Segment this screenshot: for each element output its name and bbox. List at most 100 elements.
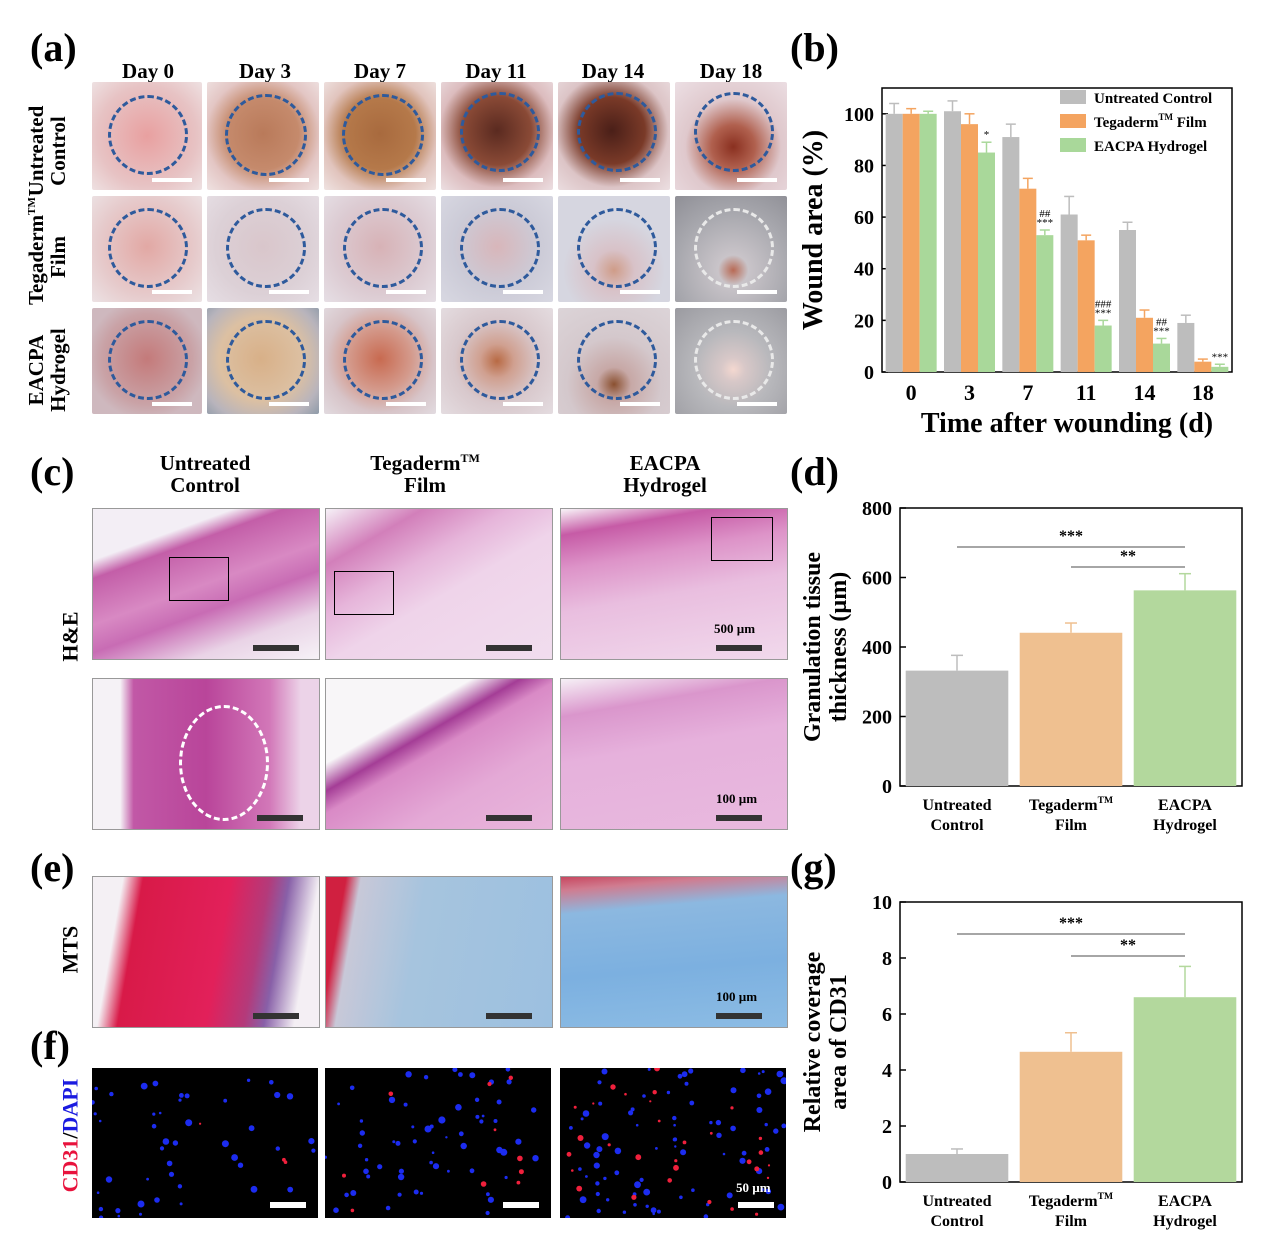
dapi-nucleus — [684, 1081, 689, 1086]
bar — [1077, 240, 1095, 372]
dapi-nucleus — [496, 1099, 502, 1105]
bar — [944, 111, 961, 372]
dapi-nucleus — [152, 1112, 156, 1116]
dapi-nucleus — [392, 1140, 396, 1144]
chart-g-cd31-coverage: 0 2 4 6 8 10 Untreated Control TegadermTM Film EAC… — [800, 892, 1243, 1230]
panel-label-e: (e) — [30, 845, 75, 890]
column-title-eacpa-hydrogel: EACPA Hydrogel — [623, 451, 707, 498]
dapi-nucleus — [672, 1115, 677, 1121]
wound-photo — [324, 308, 436, 414]
dapi-nucleus — [359, 1130, 365, 1136]
dapi-nucleus — [680, 1149, 687, 1156]
cd31-signal — [754, 1166, 760, 1172]
dapi-nucleus — [597, 1080, 602, 1085]
significance-mark: ** — [1120, 937, 1136, 954]
he-image-control-high — [92, 678, 320, 830]
dapi-nucleus — [756, 1093, 762, 1099]
column-title-tegaderm-film: TegadermTM Film — [370, 451, 480, 498]
dapi-nucleus — [185, 1119, 193, 1127]
dapi-nucleus — [601, 1133, 609, 1141]
bar — [1019, 188, 1037, 372]
dapi-nucleus — [363, 1168, 369, 1175]
dapi-nucleus — [645, 1204, 649, 1208]
cd31-signal — [654, 1068, 660, 1072]
dapi-nucleus — [726, 1192, 733, 1199]
bar — [1119, 230, 1136, 372]
fluor-image-eacpa: 50 µm — [560, 1068, 786, 1218]
dapi-nucleus — [250, 1185, 258, 1193]
significance-mark: * — [984, 129, 990, 141]
dapi-nucleus — [246, 1078, 251, 1082]
dapi-nucleus — [366, 1174, 371, 1179]
bar — [1133, 997, 1237, 1182]
dapi-nucleus — [485, 1210, 490, 1216]
y-axis-label: Wound area (%) — [798, 130, 829, 330]
bar — [1136, 317, 1153, 372]
row-label-untreated-control: Untreated Control — [2, 93, 92, 197]
dapi-nucleus — [438, 1116, 446, 1124]
dapi-nucleus — [140, 1082, 148, 1090]
dapi-nucleus — [583, 1142, 591, 1149]
row-label-eacpa-hydrogel: EACPA Hydrogel — [2, 310, 92, 414]
x-tick-label: EACPA — [1158, 1193, 1212, 1210]
dapi-nucleus — [474, 1097, 480, 1102]
dapi-nucleus — [469, 1168, 475, 1174]
x-tick-label: Control — [930, 817, 984, 834]
x-tick-label: 18 — [1192, 380, 1214, 405]
dapi-nucleus — [184, 1093, 190, 1099]
dapi-nucleus — [447, 1169, 450, 1173]
cd31-signal — [730, 1106, 734, 1110]
cd31-signal — [624, 1092, 627, 1096]
x-tick-label: 3 — [964, 380, 975, 405]
y-axis-label: Relative coverage — [800, 951, 826, 1132]
legend-label: Untreated Control — [1094, 91, 1212, 107]
cd31-signal — [657, 1119, 661, 1123]
dapi-nucleus — [595, 1191, 600, 1197]
row-label-line: Tegaderm — [23, 214, 48, 306]
wound-photo — [441, 82, 553, 190]
day-label: Day 11 — [465, 59, 527, 83]
significance-mark: *** — [1037, 217, 1054, 229]
label-separator: / — [57, 1132, 83, 1139]
significance-mark: ## — [1039, 208, 1051, 220]
dapi-nucleus — [580, 1117, 584, 1121]
dapi-nucleus — [432, 1163, 440, 1170]
x-tick-label: EACPA — [1158, 797, 1212, 814]
dapi-nucleus — [423, 1075, 429, 1080]
dapi-nucleus — [337, 1102, 340, 1106]
y-tick-label: 100 — [844, 104, 874, 126]
cd31-signal — [508, 1075, 513, 1080]
x-tick-label: Hydrogel — [1153, 1213, 1217, 1230]
wound-photo — [92, 82, 202, 190]
dapi-nucleus — [688, 1068, 694, 1074]
row-label-line: Control — [46, 116, 70, 186]
dapi-nucleus — [598, 1101, 603, 1106]
fluor-dots — [92, 1078, 316, 1218]
scale-label: 100 µm — [716, 791, 758, 806]
dapi-nucleus — [460, 1142, 467, 1150]
dapi-nucleus — [405, 1071, 412, 1078]
dapi-nucleus — [162, 1138, 170, 1145]
row-label-he: H&E — [57, 611, 83, 662]
y-tick-label: 8 — [882, 948, 892, 970]
dapi-nucleus — [578, 1167, 582, 1171]
dapi-nucleus — [275, 1146, 280, 1151]
dapi-nucleus — [582, 1110, 590, 1117]
dapi-nucleus — [691, 1188, 695, 1192]
scale-label: 50 µm — [736, 1180, 771, 1195]
dapi-nucleus — [172, 1140, 179, 1146]
bar — [1002, 137, 1020, 372]
significance-mark: *** — [1212, 351, 1229, 363]
dapi-nucleus — [764, 1122, 768, 1127]
cd31-signal — [607, 1143, 611, 1147]
dapi-nucleus — [455, 1104, 462, 1111]
y-tick-label: 40 — [854, 259, 874, 281]
mts-image-eacpa: 100 µm — [560, 876, 788, 1028]
dapi-nucleus — [93, 1112, 97, 1116]
y-tick-label: 400 — [862, 637, 892, 659]
dapi-nucleus — [579, 1196, 587, 1204]
dapi-nucleus — [614, 1147, 622, 1155]
dapi-nucleus — [606, 1198, 610, 1202]
dapi-nucleus — [593, 1151, 600, 1159]
dapi-nucleus — [493, 1119, 498, 1123]
